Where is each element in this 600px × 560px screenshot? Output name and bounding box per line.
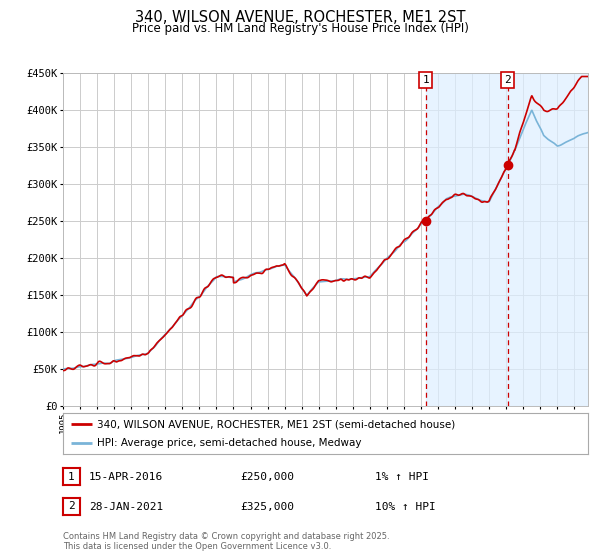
Text: 15-APR-2016: 15-APR-2016 xyxy=(89,472,163,482)
Text: 28-JAN-2021: 28-JAN-2021 xyxy=(89,502,163,512)
Text: 1: 1 xyxy=(422,75,429,85)
Text: Contains HM Land Registry data © Crown copyright and database right 2025.
This d: Contains HM Land Registry data © Crown c… xyxy=(63,532,389,552)
Text: HPI: Average price, semi-detached house, Medway: HPI: Average price, semi-detached house,… xyxy=(97,438,362,447)
Text: 340, WILSON AVENUE, ROCHESTER, ME1 2ST (semi-detached house): 340, WILSON AVENUE, ROCHESTER, ME1 2ST (… xyxy=(97,419,455,429)
Bar xyxy=(426,73,588,406)
Text: 1% ↑ HPI: 1% ↑ HPI xyxy=(375,472,429,482)
Text: 2: 2 xyxy=(504,75,511,85)
Text: 10% ↑ HPI: 10% ↑ HPI xyxy=(375,502,436,512)
Text: £250,000: £250,000 xyxy=(240,472,294,482)
Text: Price paid vs. HM Land Registry's House Price Index (HPI): Price paid vs. HM Land Registry's House … xyxy=(131,22,469,35)
Text: 1: 1 xyxy=(68,472,75,482)
Text: 2: 2 xyxy=(68,501,75,511)
Text: £325,000: £325,000 xyxy=(240,502,294,512)
Text: 340, WILSON AVENUE, ROCHESTER, ME1 2ST: 340, WILSON AVENUE, ROCHESTER, ME1 2ST xyxy=(135,10,465,25)
